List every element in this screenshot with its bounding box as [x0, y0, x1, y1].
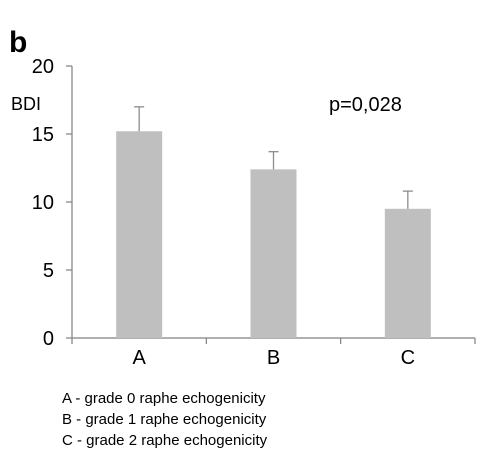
x-tick-label: C [401, 347, 415, 369]
legend-item-a: A - grade 0 raphe echogenicity [62, 390, 266, 407]
x-tick-label: B [267, 347, 280, 369]
y-tick-label: 0 [43, 328, 54, 350]
p-value-annotation: p=0,028 [329, 94, 402, 116]
legend-item-b: B - grade 1 raphe echogenicity [62, 411, 267, 428]
bar-b [250, 169, 297, 338]
panel-label: b [9, 26, 27, 59]
x-tick-label: A [132, 347, 146, 369]
category-legend: A - grade 0 raphe echogenicity B - grade… [62, 388, 267, 451]
y-tick-label: 15 [32, 124, 54, 146]
chart-marks: 0 5 10 15 20 A B C [32, 56, 476, 369]
bar-c [384, 208, 431, 338]
y-axis-label: BDI [11, 94, 41, 114]
y-tick-label: 5 [43, 260, 54, 282]
bar-a [116, 131, 163, 338]
y-tick-label: 20 [32, 56, 54, 78]
legend-item-c: C - grade 2 raphe echogenicity [62, 432, 268, 449]
y-tick-label: 10 [32, 192, 54, 214]
